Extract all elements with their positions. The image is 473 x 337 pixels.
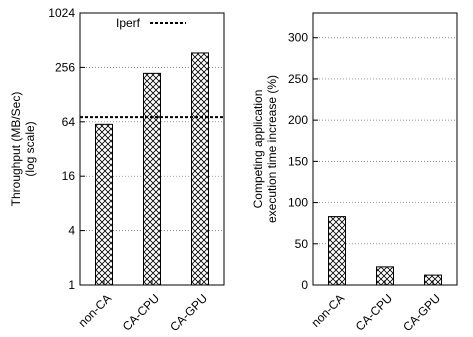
right-plot-frame bbox=[312, 12, 458, 286]
right-x-labels: non-CA CA-CPU CA-GPU bbox=[308, 280, 443, 334]
right-x-label-ca-cpu: CA-CPU bbox=[353, 291, 395, 333]
left-x-label-ca-gpu: CA-GPU bbox=[167, 291, 210, 334]
left-bar-ca-gpu bbox=[191, 52, 209, 286]
right-y-tick-label: 50 bbox=[295, 237, 309, 251]
right-y-tick-label: 100 bbox=[288, 196, 308, 210]
right-y-tick-label: 150 bbox=[288, 154, 308, 168]
right-y-tick-label: 200 bbox=[288, 113, 308, 127]
left-y-tick-label: 16 bbox=[62, 169, 76, 183]
right-y-tick-label: 250 bbox=[288, 72, 308, 86]
left-x-label-non-ca: non-CA bbox=[75, 291, 114, 330]
legend-label-iperf: Iperf bbox=[116, 16, 141, 30]
left-ylabel-line2: (log scale) bbox=[23, 121, 37, 176]
left-chart: 1 4 16 64 256 1024 non-CA CA-CPU CA-GPU Through… bbox=[9, 6, 225, 334]
left-x-labels: non-CA CA-CPU CA-GPU bbox=[75, 280, 210, 334]
left-y-ticks: 1 4 16 64 256 1024 bbox=[48, 6, 85, 292]
right-y-tick-label: 300 bbox=[288, 31, 308, 45]
left-y-tick-label: 1024 bbox=[48, 6, 75, 20]
right-x-label-ca-gpu: CA-GPU bbox=[400, 291, 443, 334]
right-bar-non-ca bbox=[328, 216, 346, 286]
left-y-tick-label: 256 bbox=[55, 60, 75, 74]
legend: Iperf bbox=[116, 16, 186, 30]
right-ylabel-line2: execution time increase (%) bbox=[265, 75, 279, 223]
right-x-label-non-ca: non-CA bbox=[308, 291, 347, 330]
left-y-tick-label: 1 bbox=[68, 278, 75, 292]
right-chart: 0 50 100 150 200 250 300 non-CA CA-CPU CA-GPU Co… bbox=[251, 12, 458, 334]
right-bars bbox=[328, 216, 442, 286]
left-ylabel-line1: Throughput (MB/Sec) bbox=[9, 92, 23, 207]
left-bar-ca-cpu bbox=[143, 72, 161, 286]
right-y-tick-label: 0 bbox=[301, 278, 308, 292]
left-y-tick-label: 64 bbox=[62, 115, 76, 129]
left-bar-non-ca bbox=[95, 123, 113, 286]
right-gridlines bbox=[313, 37, 457, 245]
right-ylabel-line1: Competing application bbox=[251, 90, 265, 209]
left-bars bbox=[95, 52, 209, 286]
left-plot-frame bbox=[79, 12, 225, 286]
left-y-tick-label: 4 bbox=[68, 224, 75, 238]
left-x-label-ca-cpu: CA-CPU bbox=[120, 291, 162, 333]
